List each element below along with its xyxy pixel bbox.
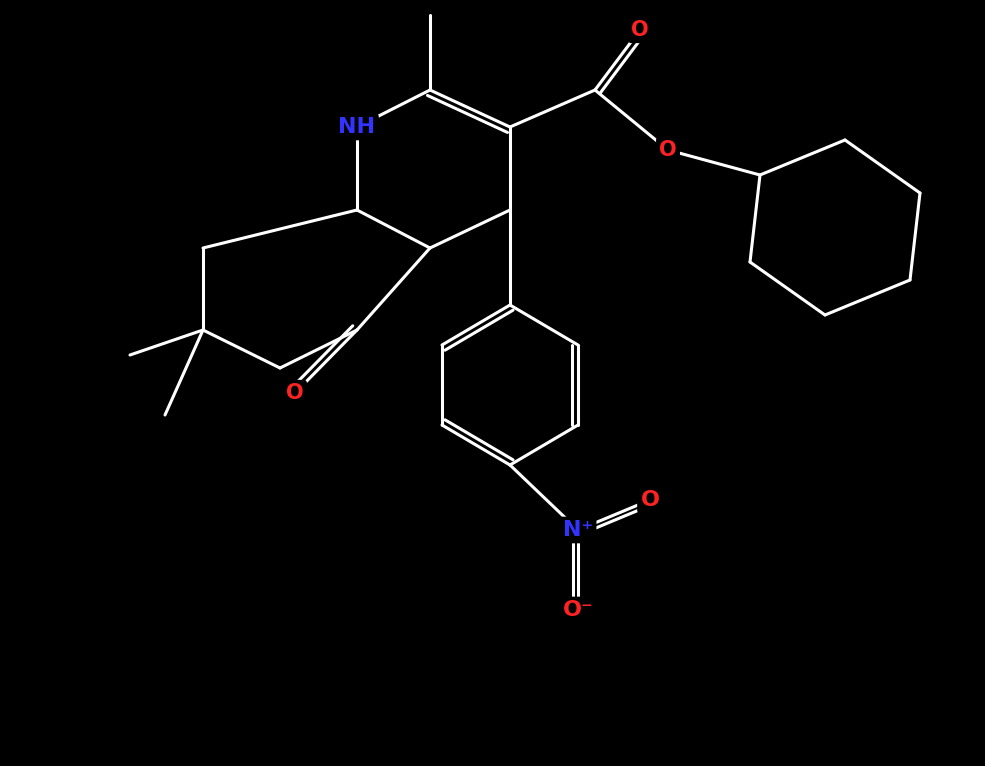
Text: O: O — [287, 383, 303, 403]
Text: O: O — [631, 20, 649, 40]
Text: O: O — [659, 140, 677, 160]
Text: NH: NH — [339, 117, 375, 137]
Text: O: O — [640, 490, 660, 510]
Text: N⁺: N⁺ — [562, 520, 593, 540]
Text: O⁻: O⁻ — [562, 600, 593, 620]
